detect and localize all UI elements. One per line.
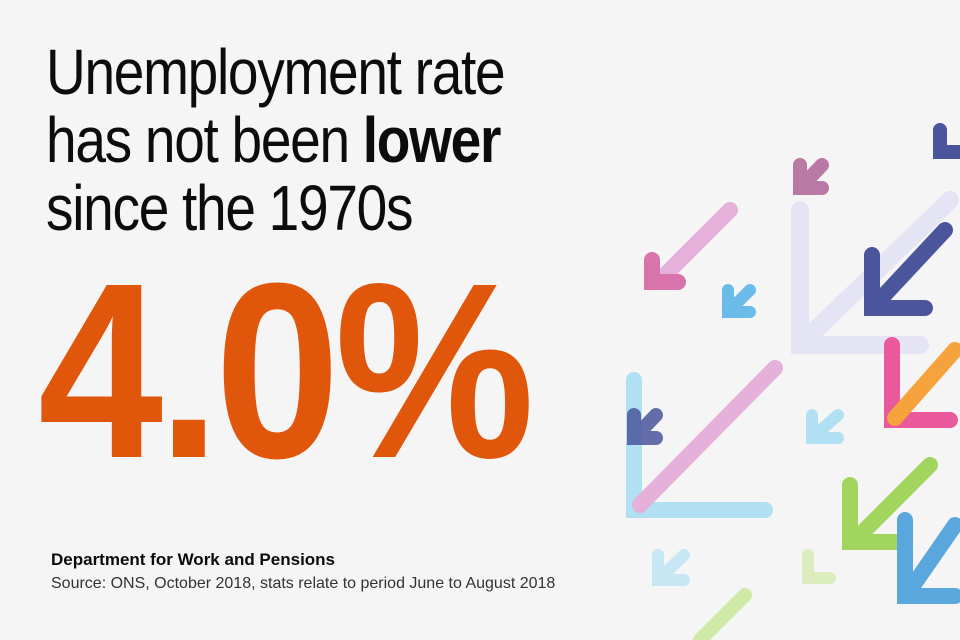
organisation-name: Department for Work and Pensions xyxy=(51,550,336,569)
down-left-arrows-icon xyxy=(626,123,960,640)
headline-line-2-text: has not been xyxy=(46,104,363,176)
headline-emphasis: lower xyxy=(362,104,502,176)
headline-line-3: since the 1970s xyxy=(46,172,413,244)
headline: Unemployment rate has not been lower sin… xyxy=(46,36,506,244)
source-note: Source: ONS, October 2018, stats relate … xyxy=(51,575,556,592)
headline-line-1: Unemployment rate xyxy=(46,36,506,108)
unemployment-rate-stat: 4.0% xyxy=(38,231,535,510)
headline-line-2: has not been lower xyxy=(46,106,504,174)
